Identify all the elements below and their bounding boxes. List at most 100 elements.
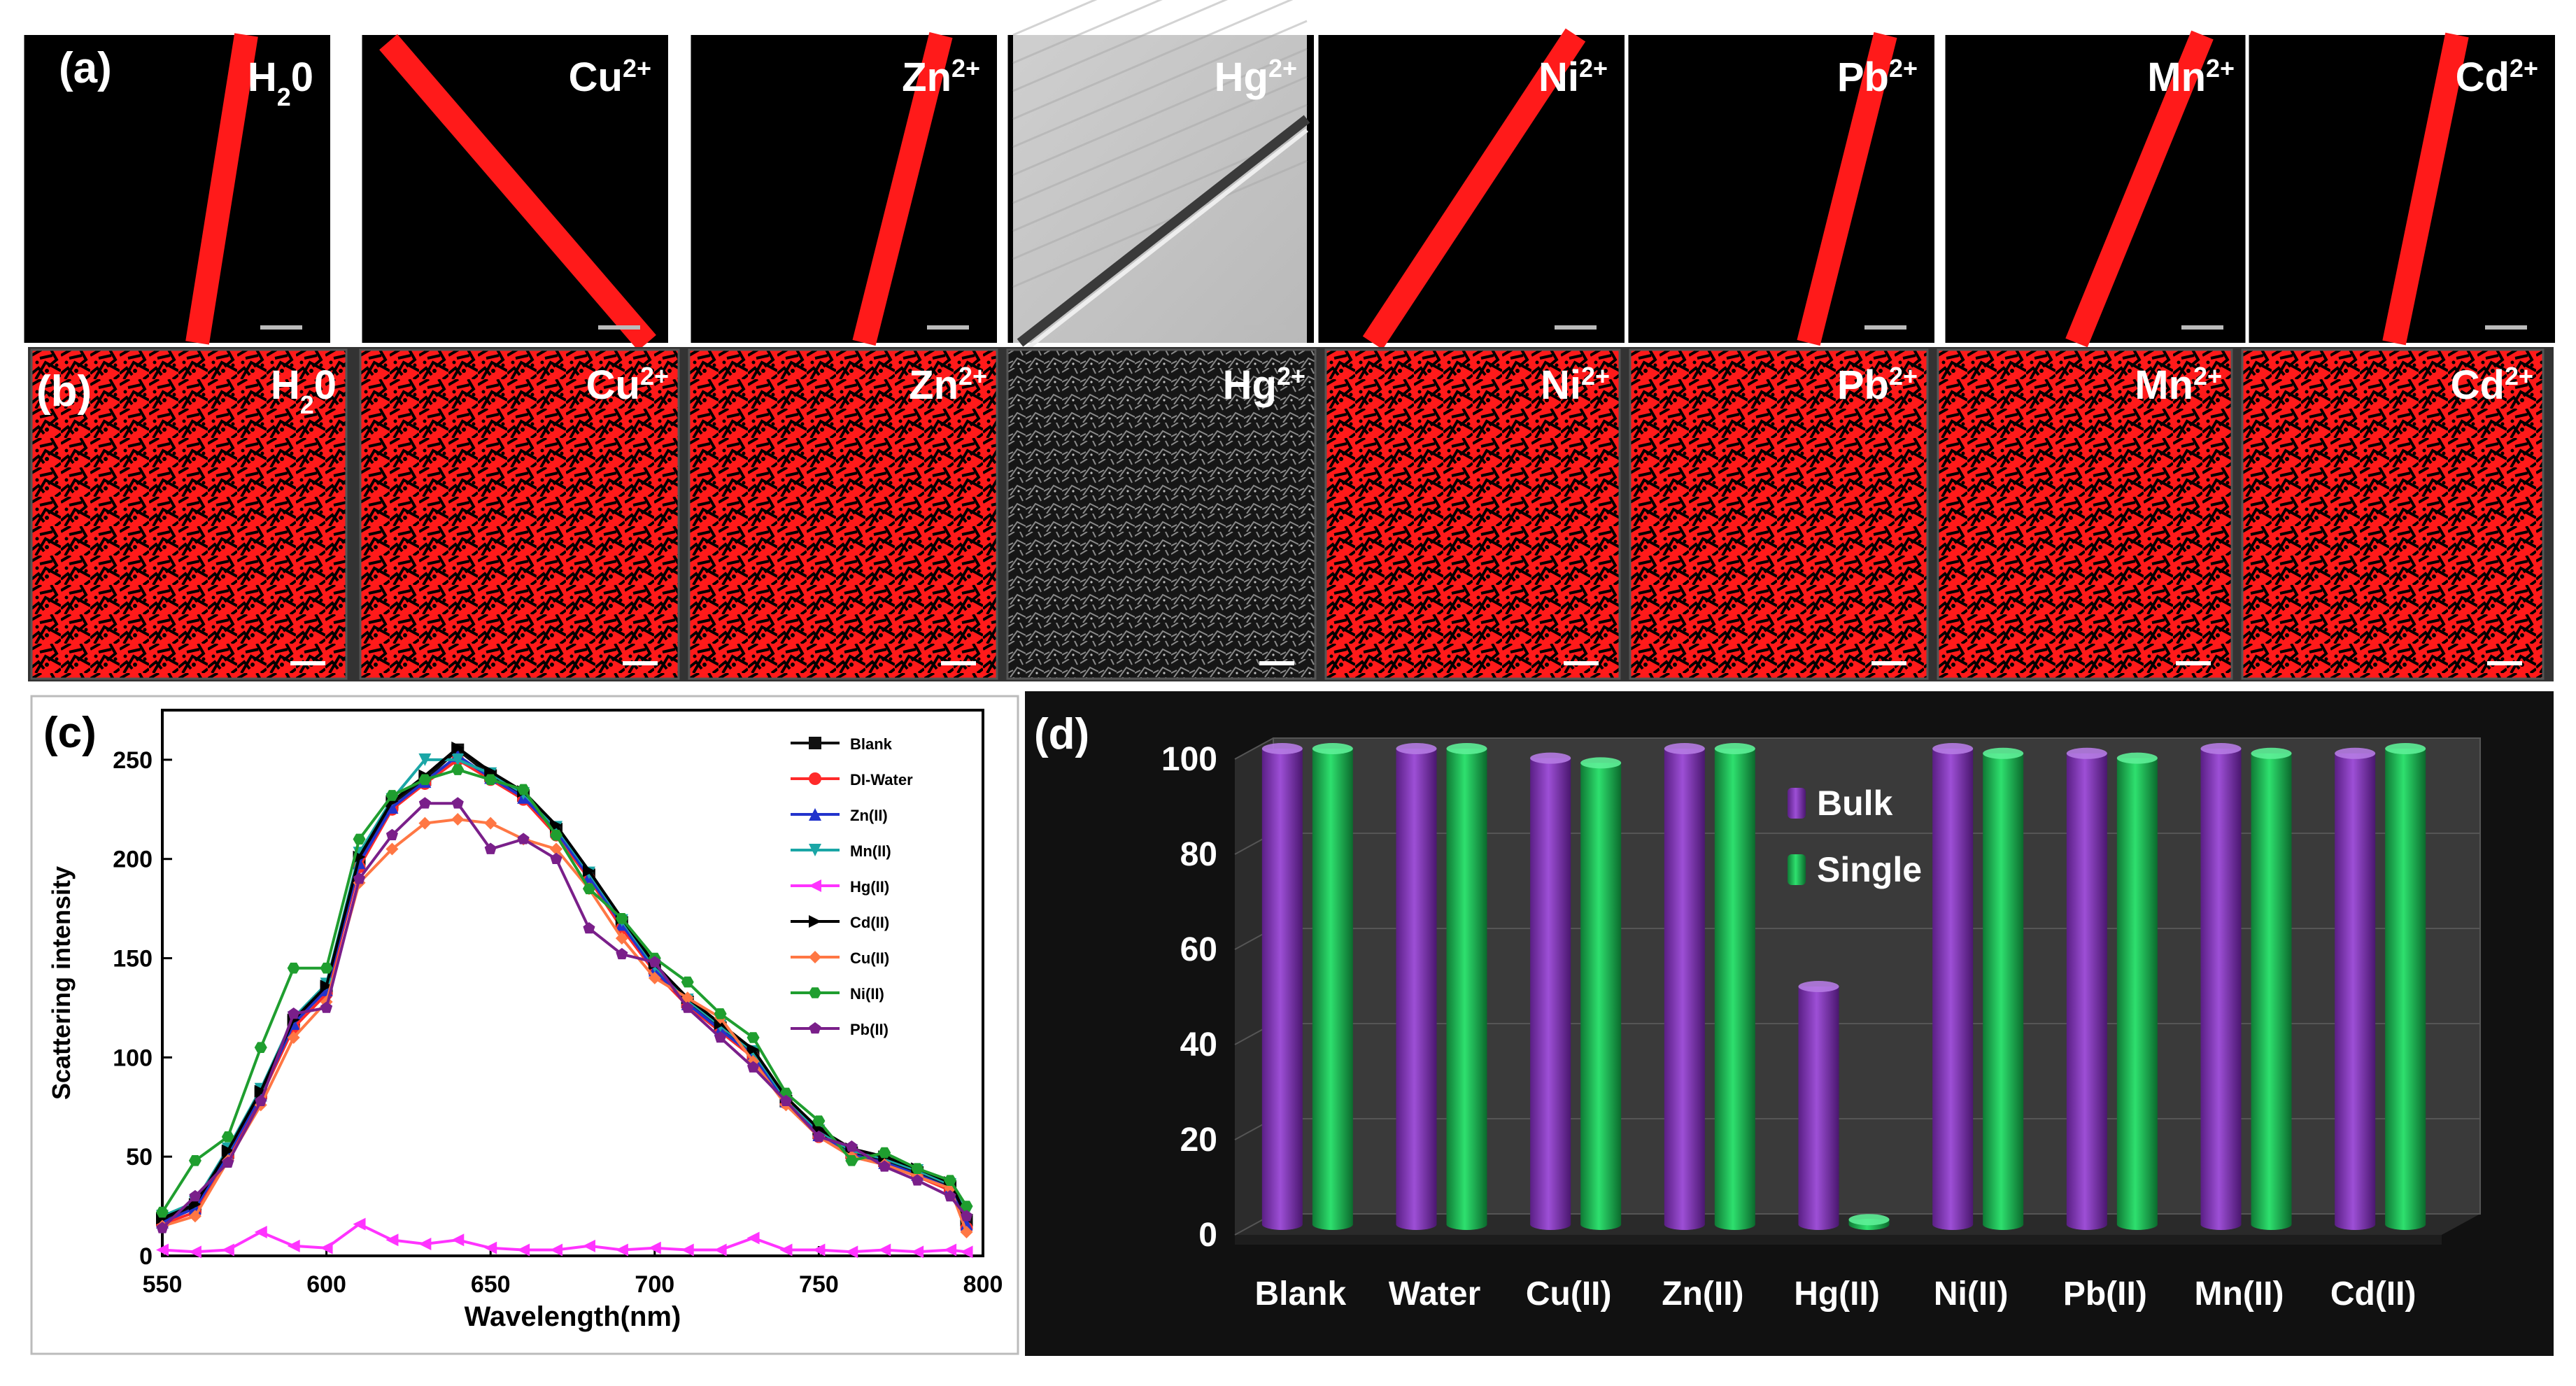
fiber-ion-label-6-sup: 2+ xyxy=(2206,54,2235,83)
data-point xyxy=(681,1001,694,1013)
bar-bulk-3 xyxy=(1664,743,1705,1230)
mesh-ion-label-7: Cd2+ xyxy=(2451,362,2533,409)
mesh-ion-label-5: Pb2+ xyxy=(1837,362,1918,409)
data-point xyxy=(550,842,563,856)
y-tick-label: 0 xyxy=(139,1243,153,1270)
y-tick-label: 250 xyxy=(113,747,153,774)
data-point xyxy=(911,1163,924,1174)
bar-base xyxy=(1312,1219,1353,1230)
data-point xyxy=(714,1243,727,1257)
gridline-side xyxy=(1234,737,1274,760)
data-point xyxy=(616,947,628,960)
bar-top xyxy=(1446,743,1487,754)
data-point xyxy=(845,1245,858,1259)
bar-base xyxy=(1664,1219,1705,1230)
row-a-fiber-images: H20 Cu2+ Zn2+ Hg2+ Ni2+ Pb2+ Mn2+ Cd2+(a) xyxy=(20,0,2555,356)
mesh-image-1: Cu2+ xyxy=(359,348,680,680)
data-point xyxy=(156,1222,169,1233)
fiber-ion-label-0: H20 xyxy=(248,55,313,111)
bar-single-4 xyxy=(1848,1214,1890,1230)
fiber-texture xyxy=(1012,0,1098,36)
fiber-image-1: Cu2+ xyxy=(367,34,661,351)
fiber-ion-label-4-sup: 2+ xyxy=(1579,54,1608,83)
fiber-ion-label-7-base: Cd xyxy=(2456,55,2510,100)
fiber-strand xyxy=(379,34,656,351)
data-point xyxy=(746,1043,760,1056)
mesh-border xyxy=(2241,348,2545,680)
legend-marker xyxy=(809,737,821,749)
bar-top xyxy=(1396,743,1437,754)
data-point xyxy=(615,932,628,945)
category-label: Mn(II) xyxy=(2195,1275,2284,1313)
fiber-image-3: Hg2+ xyxy=(1012,0,1310,356)
data-point xyxy=(188,1245,201,1259)
fiber-texture xyxy=(1012,76,1308,204)
bar-single-0 xyxy=(1312,743,1353,1230)
data-point xyxy=(878,1147,891,1159)
panel-d-bar-chart: 0 20 40 60 80 100 Blank Water Cu(II) Zn(II) Hg(II)… xyxy=(1025,691,2554,1356)
series-ni-ii- xyxy=(156,764,973,1218)
data-point xyxy=(484,842,497,854)
bar-body xyxy=(2066,753,2107,1224)
y-tick-label: 0 xyxy=(1198,1217,1217,1254)
legend-swatch xyxy=(1788,854,1806,885)
data-point xyxy=(222,1156,234,1168)
y-tick-label: 100 xyxy=(1161,741,1217,778)
mesh-ion-label-7-sup: 2+ xyxy=(2505,362,2533,390)
bar-body xyxy=(2251,753,2292,1224)
data-point xyxy=(320,1001,333,1013)
legend-marker xyxy=(809,915,821,928)
mesh-ion-label-2-base: Zn xyxy=(909,362,958,408)
data-point xyxy=(221,1144,234,1157)
data-point xyxy=(353,833,366,845)
fiber-ion-label-5: Pb2+ xyxy=(1837,54,1918,101)
bar-top xyxy=(1798,981,1839,992)
fiber-bg xyxy=(29,35,323,343)
y-axis-label: Scattering intensity xyxy=(47,866,76,1100)
mesh-ion-label-6-sup: 2+ xyxy=(2193,362,2222,390)
bar-bulk-7 xyxy=(2200,743,2242,1230)
data-point xyxy=(714,1031,727,1043)
mesh-ion-label-5-sup: 2+ xyxy=(1889,362,1918,390)
data-point xyxy=(484,816,497,830)
fiber-strand-edge xyxy=(1019,128,1308,356)
bar-body xyxy=(2200,749,2242,1224)
legend-marker xyxy=(809,808,821,821)
mesh-image-5: Pb2+ xyxy=(1629,348,1929,680)
legend-marker xyxy=(809,1022,821,1034)
bar-body xyxy=(2385,749,2426,1224)
mesh-ion-label-0-base: H xyxy=(271,362,300,408)
category-label: Zn(II) xyxy=(1662,1275,1743,1313)
legend-label: Pb(II) xyxy=(850,1021,889,1038)
bar-base xyxy=(1932,1219,1974,1230)
data-point xyxy=(878,1160,891,1172)
data-point xyxy=(911,1245,924,1259)
data-point xyxy=(451,813,465,826)
data-point xyxy=(451,797,464,809)
bar-base xyxy=(2116,1219,2158,1230)
data-point xyxy=(254,1042,267,1053)
bar-single-2 xyxy=(1580,757,1622,1230)
data-point xyxy=(451,764,465,775)
bar-single-5 xyxy=(1983,747,2024,1230)
bar-top xyxy=(1580,757,1622,769)
bar-body xyxy=(1798,987,1839,1224)
data-point xyxy=(517,833,530,844)
bar-base xyxy=(2385,1219,2426,1230)
data-point xyxy=(418,1237,432,1250)
mesh-ion-label-3-sup: 2+ xyxy=(1277,362,1305,390)
data-point xyxy=(451,741,465,754)
data-point xyxy=(812,1115,826,1126)
fiber-bg xyxy=(696,35,990,343)
fiber-ion-label-5-sup: 2+ xyxy=(1889,54,1918,83)
bar-body xyxy=(1714,749,1755,1224)
fiber-texture xyxy=(1012,20,1308,148)
mesh-image-2: Zn2+ xyxy=(688,348,998,680)
data-point xyxy=(287,962,300,974)
category-label: Water xyxy=(1389,1275,1481,1313)
data-point xyxy=(353,872,366,884)
data-point xyxy=(747,1061,760,1073)
mesh-ion-label-2: Zn2+ xyxy=(909,362,987,409)
data-point xyxy=(681,991,694,1005)
data-point xyxy=(254,1084,267,1098)
